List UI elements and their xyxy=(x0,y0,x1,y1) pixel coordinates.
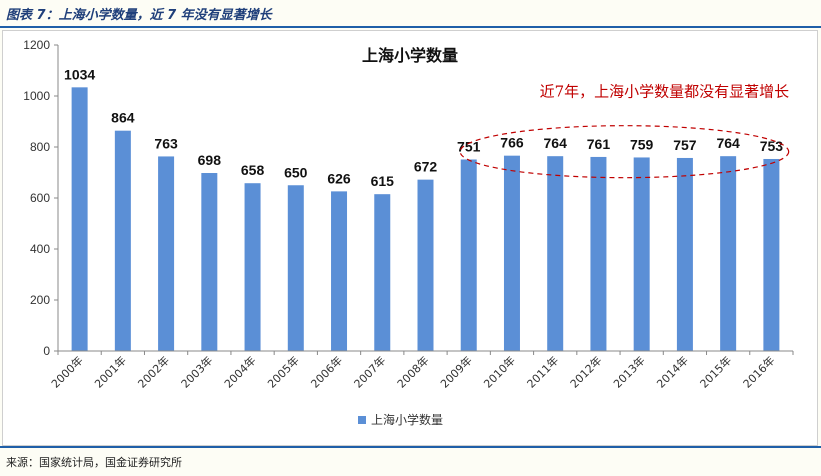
x-tick-label: 2011年 xyxy=(524,353,561,390)
bar xyxy=(503,155,520,351)
data-label: 1034 xyxy=(64,66,95,82)
y-tick-label: 1000 xyxy=(23,89,50,103)
x-tick-label: 2005年 xyxy=(264,353,301,390)
x-tick-label: 2000年 xyxy=(48,353,85,390)
data-label: 761 xyxy=(587,136,611,152)
x-tick-label: 2009年 xyxy=(437,353,474,390)
data-label: 698 xyxy=(198,152,222,168)
data-label: 759 xyxy=(630,136,654,152)
data-label: 763 xyxy=(154,135,178,151)
chart-frame: 上海小学数量 0 200 400 600 800 1000 1200 1034 864 763 6… xyxy=(2,30,818,446)
x-tick-label: 2010年 xyxy=(481,353,518,390)
x-tick-label: 2014年 xyxy=(654,353,691,390)
highlight-ellipse xyxy=(459,125,790,179)
x-tick-label: 2002年 xyxy=(135,353,172,390)
legend: 上海小学数量 xyxy=(358,412,443,427)
data-label: 615 xyxy=(371,173,395,189)
data-label: 764 xyxy=(716,135,740,151)
bar xyxy=(676,157,693,351)
y-axis: 0 200 400 600 800 1000 1200 xyxy=(23,38,59,358)
data-label: 766 xyxy=(500,135,524,151)
source-note: 来源：国家统计局，国金证券研究所 xyxy=(6,456,182,469)
legend-label: 上海小学数量 xyxy=(371,412,443,427)
bar xyxy=(287,185,304,351)
legend-swatch xyxy=(358,416,366,424)
x-tick-label: 2008年 xyxy=(394,353,431,390)
data-label: 626 xyxy=(327,170,351,186)
x-tick-label: 2007年 xyxy=(351,353,388,390)
x-tick-label: 2001年 xyxy=(91,353,128,390)
bar xyxy=(720,156,737,351)
data-label: 751 xyxy=(457,138,481,154)
y-tick-label: 400 xyxy=(30,242,50,256)
y-tick-label: 600 xyxy=(30,191,50,205)
chart-title: 上海小学数量 xyxy=(362,46,458,65)
bar xyxy=(417,179,434,351)
figure-footer: 来源：国家统计局，国金证券研究所 xyxy=(0,446,821,476)
annotation-text: 近7年，上海小学数量都没有显著增长 xyxy=(540,83,790,101)
bar-chart: 上海小学数量 0 200 400 600 800 1000 1200 1034 864 763 6… xyxy=(23,38,794,427)
y-tick-label: 0 xyxy=(43,344,50,358)
y-tick-label: 200 xyxy=(30,293,50,307)
x-tick-label: 2012年 xyxy=(567,353,604,390)
y-tick-label: 1200 xyxy=(23,38,50,52)
x-tick-label: 2016年 xyxy=(740,353,777,390)
data-label: 658 xyxy=(241,162,265,178)
x-axis: 2000年 2001年 2002年 2003年 2004年 2005年 2006年 2007年… xyxy=(48,350,794,391)
bar xyxy=(590,156,607,351)
y-tick-label: 800 xyxy=(30,140,50,154)
x-tick-label: 2006年 xyxy=(308,353,345,390)
bar xyxy=(633,157,650,351)
x-tick-label: 2015年 xyxy=(697,353,734,390)
bar xyxy=(158,156,175,351)
data-label: 764 xyxy=(544,135,568,151)
bar-series: 1034 864 763 698 658 650 626 615 672 751 766 764 761… xyxy=(64,66,783,351)
x-tick-label: 2003年 xyxy=(178,353,215,390)
bar xyxy=(547,156,564,351)
data-label: 753 xyxy=(760,138,784,154)
data-label: 864 xyxy=(111,110,135,126)
figure-title: 图表 7：上海小学数量，近 7 年没有显著增长 xyxy=(6,8,272,23)
bar xyxy=(331,191,348,351)
bar xyxy=(374,194,391,351)
bar xyxy=(114,130,131,351)
figure-header: 图表 7：上海小学数量，近 7 年没有显著增长 xyxy=(0,0,821,28)
data-label: 757 xyxy=(673,137,697,153)
bar xyxy=(763,158,780,351)
data-label: 672 xyxy=(414,159,438,175)
bar xyxy=(460,159,477,351)
x-tick-label: 2013年 xyxy=(610,353,647,390)
bar xyxy=(71,87,88,351)
bar xyxy=(201,173,218,351)
x-tick-label: 2004年 xyxy=(221,353,258,390)
annotation-group: 近7年，上海小学数量都没有显著增长 xyxy=(459,83,790,179)
data-label: 650 xyxy=(284,164,308,180)
bar xyxy=(244,183,261,351)
